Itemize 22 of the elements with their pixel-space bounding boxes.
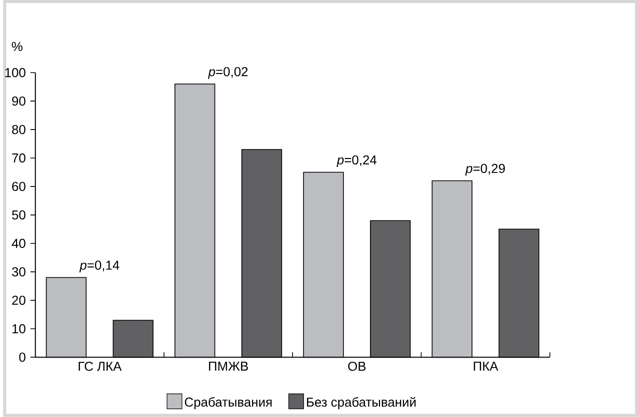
y-tick-label: 70 [12, 153, 26, 163]
x-tick-label: ОВ [348, 362, 366, 371]
y-tick-label: 0 [19, 352, 26, 362]
x-tick-label: ПКА [474, 362, 498, 371]
y-tick-label: 100 [5, 68, 26, 78]
y-tick-label: 60 [12, 182, 26, 192]
legend-label: Без срабатываний [307, 397, 416, 410]
y-tick-label: 50 [12, 210, 26, 220]
y-tick-label: 20 [12, 296, 26, 305]
y-tick-label: 10 [12, 324, 26, 334]
y-tick-label: 80 [12, 125, 26, 134]
y-tick-label: 30 [12, 267, 26, 276]
y-tick-label: 90 [12, 96, 26, 106]
legend-label: Срабатывания [184, 397, 272, 410]
x-tick-label: ПМЖВ [209, 362, 248, 371]
annotation: p=0,24 [336, 155, 376, 168]
x-tick-label: ГС ЛКА [78, 362, 122, 371]
y-axis-title: % [12, 42, 22, 52]
y-tick-label: 40 [12, 238, 26, 248]
annotation: p=0,14 [79, 260, 120, 272]
annotation: p=0,02 [208, 67, 248, 79]
annotation: p=0,29 [465, 164, 505, 176]
